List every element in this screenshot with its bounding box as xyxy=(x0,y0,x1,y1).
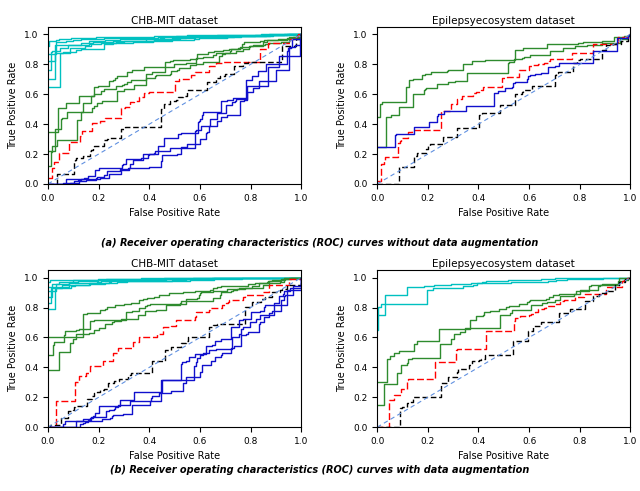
X-axis label: False Positive Rate: False Positive Rate xyxy=(129,451,220,462)
Title: Epilepsyecosystem dataset: Epilepsyecosystem dataset xyxy=(433,259,575,270)
Title: Epilepsyecosystem dataset: Epilepsyecosystem dataset xyxy=(433,16,575,26)
Title: CHB-MIT dataset: CHB-MIT dataset xyxy=(131,259,218,270)
Y-axis label: True Positive Rate: True Positive Rate xyxy=(8,305,19,392)
Text: (a) Receiver operating characteristics (ROC) curves without data augmentation: (a) Receiver operating characteristics (… xyxy=(101,238,539,248)
Y-axis label: True Positive Rate: True Positive Rate xyxy=(337,62,348,149)
Y-axis label: True Positive Rate: True Positive Rate xyxy=(8,62,19,149)
Y-axis label: True Positive Rate: True Positive Rate xyxy=(337,305,348,392)
X-axis label: False Positive Rate: False Positive Rate xyxy=(458,451,549,462)
X-axis label: False Positive Rate: False Positive Rate xyxy=(129,208,220,218)
Text: (b) Receiver operating characteristics (ROC) curves with data augmentation: (b) Receiver operating characteristics (… xyxy=(110,465,530,475)
X-axis label: False Positive Rate: False Positive Rate xyxy=(458,208,549,218)
Title: CHB-MIT dataset: CHB-MIT dataset xyxy=(131,16,218,26)
